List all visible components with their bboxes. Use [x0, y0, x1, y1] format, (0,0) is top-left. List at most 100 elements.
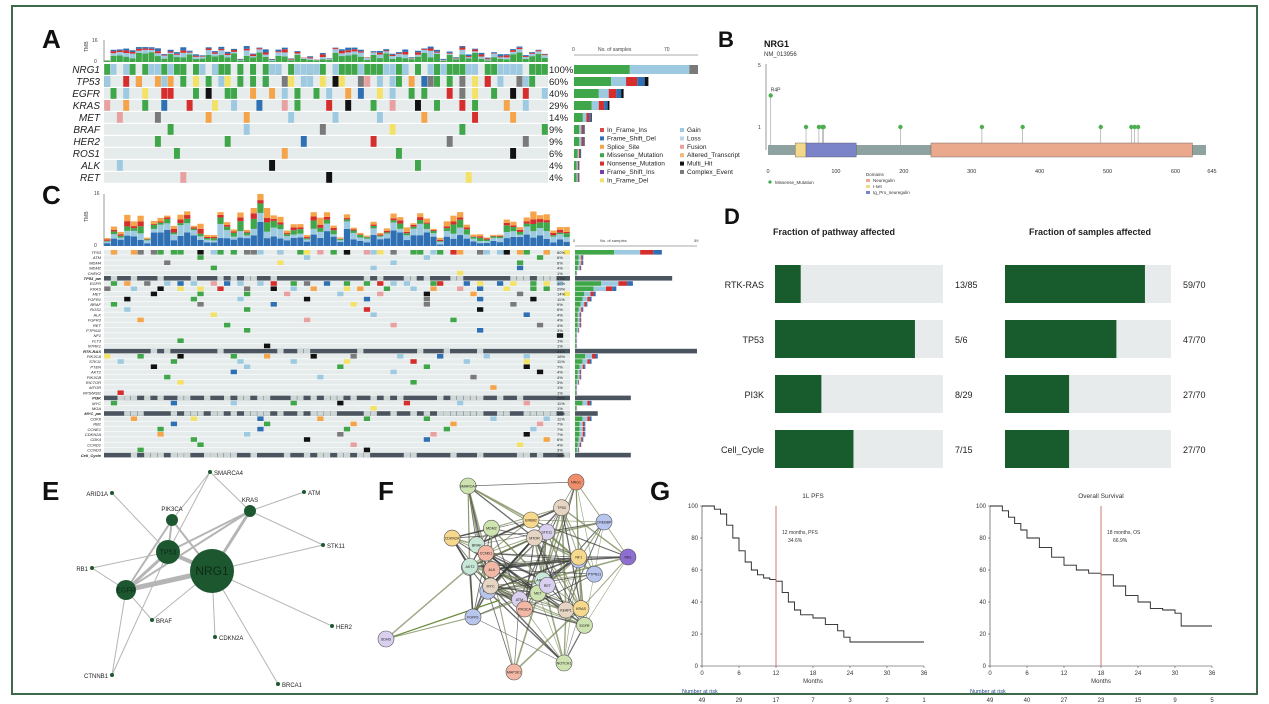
panel-c-tmb-bar	[150, 220, 158, 224]
panel-c-tmb-bar	[323, 223, 331, 232]
panel-c-tmb-bar	[516, 231, 524, 235]
panel-c-mutation-cell	[563, 250, 570, 255]
panel-a-tmb-bar	[212, 56, 218, 62]
panel-c-pathway-gap	[130, 395, 138, 401]
panel-b-domain-label: Neuregulin	[873, 178, 895, 183]
panel-c-mutation-cell	[303, 281, 311, 286]
panel-c-tmb-bar	[224, 225, 231, 227]
panel-c-tmb-bar	[397, 220, 404, 224]
panel-a-grid-row	[104, 148, 548, 159]
panel-c-mutation-cell	[323, 281, 331, 286]
panel-c-mutation-cell	[263, 421, 271, 427]
panel-c-tmb-bar	[297, 224, 304, 228]
km-y-tick: 20	[979, 632, 986, 638]
panel-f-node	[516, 600, 533, 618]
panel-c-tmb-bar	[190, 228, 197, 231]
panel-a-mutation-cell	[167, 76, 174, 87]
panel-f-node	[461, 558, 479, 575]
panel-c-tmb-bar	[510, 236, 517, 246]
panel-c-mutation-cell	[523, 250, 530, 255]
panel-a-tmb-bar	[541, 57, 548, 62]
panel-c-tmb-bar	[370, 235, 377, 246]
panel-a-mutation-cell	[427, 76, 434, 87]
panel-c-tmb-bars	[103, 194, 570, 246]
panel-c-mutation-cell	[137, 354, 144, 359]
panel-a-mutation-cell	[294, 88, 301, 99]
panel-a-tmb-bar	[269, 61, 276, 62]
panel-c-tmb-bar	[197, 236, 204, 240]
panel-c-mutation-cell	[337, 364, 344, 369]
panel-c-tmb-bar	[210, 238, 217, 241]
panel-c-sample-bar	[584, 426, 586, 432]
panel-a-mutation-cell	[250, 88, 257, 99]
panel-c-mutation-cell	[170, 359, 178, 364]
panel-c-mutation-cell	[130, 416, 138, 421]
panel-a-legend-swatch	[680, 136, 684, 141]
panel-b-domain-swatch	[866, 179, 870, 182]
panel-a-sample-bar	[598, 101, 605, 110]
panel-a-tmb-min: 0	[94, 59, 97, 65]
panel-c-tmb-bar	[403, 235, 411, 241]
panel-c-mutation-cell	[317, 250, 324, 255]
panel-c-sample-bar	[575, 380, 577, 385]
panel-a-tmb-bar	[370, 54, 377, 62]
panel-c-mutation-cell	[516, 250, 524, 255]
panel-a-tmb-bar	[351, 49, 358, 52]
panel-c-sample-bar	[575, 296, 583, 302]
panel-c-tmb-bar	[350, 229, 357, 231]
panel-c-tmb-bar	[417, 213, 424, 218]
panel-c-samples-axis-max: 59	[694, 238, 699, 243]
panel-a-mutation-cell	[370, 136, 377, 147]
panel-a-tmb-bar	[300, 58, 307, 59]
panel-c-row-name: ROS1	[90, 307, 101, 312]
panel-a-tmb-bar	[180, 47, 187, 51]
panel-a-tmb-bar	[522, 56, 529, 59]
panel-c-pathway-gap	[410, 276, 417, 281]
panel-label-e: E	[42, 476, 59, 506]
panel-c-pathway-gap	[536, 276, 544, 281]
panel-c-pathway-row	[104, 276, 570, 281]
panel-a-tmb-bar	[288, 59, 295, 61]
panel-c-tmb-bar	[417, 217, 424, 220]
panel-a-tmb-bar	[345, 50, 352, 53]
panel-b-hotspot-label: R4P	[771, 88, 781, 94]
panel-c-sample-bar	[575, 307, 579, 312]
panel-a-tmb-bar	[212, 52, 218, 54]
panel-c-mutation-cell	[290, 286, 297, 291]
panel-f-node	[483, 519, 500, 537]
panel-f-string-network: SMARCA4NRG1CREBBPRB1ERBB2ARID1AKEAP1NOTC…	[377, 473, 637, 681]
panel-c-tmb-bar	[443, 228, 450, 232]
panel-d-pathway-fractions: Fraction of pathway affected Fraction of…	[721, 227, 1206, 468]
panel-c-sample-bar	[575, 437, 579, 442]
panel-a-tmb-bar	[243, 48, 250, 51]
panel-a-tmb-bar	[535, 54, 542, 62]
panel-f-node-label: MET	[534, 592, 542, 596]
panel-c-row-pct: 4%	[557, 323, 563, 328]
panel-c-tmb-bar	[237, 237, 244, 246]
panel-f-node-label: NF1	[575, 556, 582, 560]
panel-c-sample-bar	[601, 281, 619, 286]
panel-label-d: D	[724, 204, 740, 229]
panel-f-node-label: CREBBP	[597, 521, 612, 525]
panel-c-sample-bar	[582, 437, 584, 442]
panel-c-tmb-bar	[437, 241, 444, 242]
panel-a-mutation-cell	[180, 172, 187, 183]
panel-d-row-name: Cell_Cycle	[721, 445, 764, 455]
panel-a-mutation-cell	[484, 76, 491, 87]
panel-c-mutation-cell	[110, 281, 118, 286]
panel-c-row-name: KRAS	[90, 286, 101, 291]
panel-c-mutation-cell	[170, 421, 178, 427]
panel-a-mutation-cell	[256, 100, 263, 111]
panel-a-tmb-bar	[503, 55, 510, 58]
panel-b-domain-legend-title: Domains	[866, 172, 885, 177]
panel-c-sample-bar	[590, 291, 594, 297]
panel-f-node-label: KEAP1	[560, 609, 572, 613]
panel-a-mutation-cell	[497, 76, 504, 87]
panel-c-pathway-gap	[563, 411, 570, 416]
panel-c-mutation-cell	[450, 250, 457, 255]
panel-c-grid-row	[104, 322, 570, 328]
panel-c-mutation-cell	[350, 421, 357, 427]
panel-b-lollipop-head	[1132, 124, 1137, 130]
panel-c-tmb-bar	[217, 238, 224, 246]
panel-a-tmb-bar	[478, 54, 485, 57]
